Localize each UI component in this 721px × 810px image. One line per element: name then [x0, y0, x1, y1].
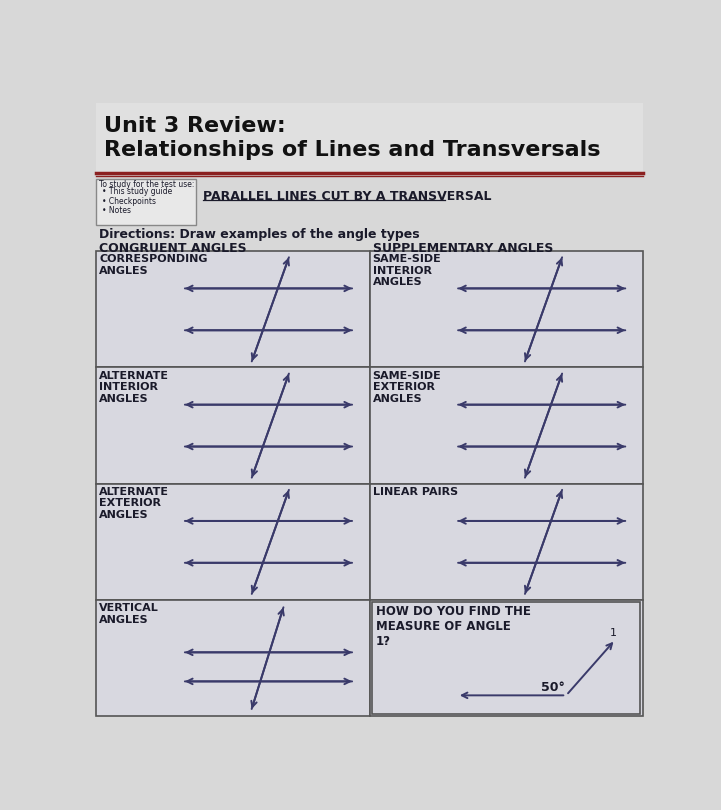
- FancyBboxPatch shape: [97, 251, 369, 368]
- Text: HOW DO YOU FIND THE
MEASURE OF ANGLE
1?: HOW DO YOU FIND THE MEASURE OF ANGLE 1?: [376, 604, 531, 648]
- Text: • This study guide: • This study guide: [102, 187, 172, 196]
- Text: SAME-SIDE
EXTERIOR
ANGLES: SAME-SIDE EXTERIOR ANGLES: [373, 370, 441, 403]
- FancyBboxPatch shape: [97, 600, 369, 716]
- Text: To study for the test use:: To study for the test use:: [99, 180, 194, 189]
- Text: Relationships of Lines and Transversals: Relationships of Lines and Transversals: [104, 140, 601, 160]
- FancyBboxPatch shape: [369, 251, 642, 368]
- Text: Directions: Draw examples of the angle types: Directions: Draw examples of the angle t…: [99, 228, 420, 241]
- Text: SUPPLEMENTARY ANGLES: SUPPLEMENTARY ANGLES: [373, 242, 553, 255]
- Text: ALTERNATE
EXTERIOR
ANGLES: ALTERNATE EXTERIOR ANGLES: [99, 487, 169, 520]
- Text: 1: 1: [610, 629, 617, 638]
- FancyBboxPatch shape: [97, 368, 369, 484]
- FancyBboxPatch shape: [369, 368, 642, 484]
- FancyBboxPatch shape: [97, 179, 195, 225]
- FancyBboxPatch shape: [372, 603, 640, 714]
- Text: CORRESPONDING
ANGLES: CORRESPONDING ANGLES: [99, 254, 208, 276]
- Text: CONGRUENT ANGLES: CONGRUENT ANGLES: [99, 242, 247, 255]
- Text: • Notes: • Notes: [102, 206, 131, 215]
- FancyBboxPatch shape: [369, 600, 642, 716]
- Text: ALTERNATE
INTERIOR
ANGLES: ALTERNATE INTERIOR ANGLES: [99, 370, 169, 403]
- FancyBboxPatch shape: [97, 484, 369, 600]
- Text: PARALLEL LINES CUT BY A TRANSVERSAL: PARALLEL LINES CUT BY A TRANSVERSAL: [203, 190, 492, 203]
- Text: Unit 3 Review:: Unit 3 Review:: [104, 116, 286, 136]
- Text: SAME-SIDE
INTERIOR
ANGLES: SAME-SIDE INTERIOR ANGLES: [373, 254, 441, 288]
- FancyBboxPatch shape: [369, 484, 642, 600]
- Text: LINEAR PAIRS: LINEAR PAIRS: [373, 487, 458, 497]
- Text: VERTICAL
ANGLES: VERTICAL ANGLES: [99, 603, 159, 625]
- FancyBboxPatch shape: [97, 104, 642, 173]
- Text: • Checkpoints: • Checkpoints: [102, 197, 156, 206]
- Text: 50°: 50°: [541, 681, 565, 694]
